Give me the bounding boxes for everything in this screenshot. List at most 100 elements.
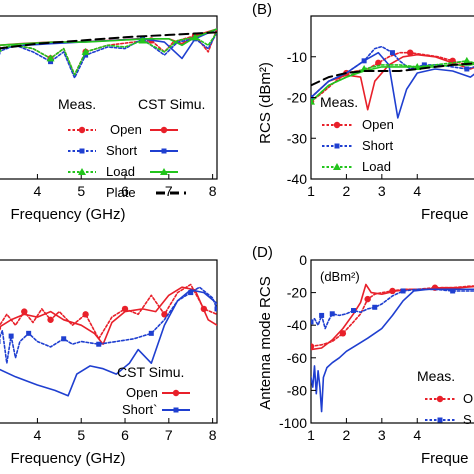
panel-b-y-tick-label: -40 [287,171,307,187]
panel-b-legend-label-short: Short [362,138,393,153]
panel-c-short-meas-point [0,339,1,344]
panel-a-marks [0,28,217,79]
panel-d-short-meas-point [351,308,356,314]
panel-d-legend-short-marker [437,417,443,423]
panel-c-open-meas-point [82,311,89,318]
panel-d-y-tick-label: 0 [299,252,307,268]
panel-c-open-meas-point [121,305,129,313]
panel-c-legend-short-marker [173,407,179,413]
panel-b-load-meas-point [462,56,471,64]
panel-a-legend-label-open: Open [110,122,142,137]
panel-a-legend-swatches [68,126,186,195]
panel-b-y-ticks: -40 -30 -20 -10 [287,49,316,187]
panel-d-short-meas-point [400,288,406,294]
panel-b-legend-open-marker [333,121,341,129]
panel-b-legend-label-open: Open [362,117,394,132]
panel-c-legend-label-short: Short` [122,402,157,417]
panel-c-series-open-meas-line [0,283,217,340]
panel-c-short-meas-point [96,341,102,347]
panel-a-legend-sim-header: CST Simu. [138,96,205,112]
panel-a-legend-short-meas-marker [79,148,85,154]
panel-d-open-meas-point [364,295,371,303]
panel-b-y-tick-label: -20 [287,90,307,106]
panel-c-open-meas-point [47,316,54,323]
panel-d-label: (D) [252,244,273,261]
panel-a-x-tick-label: 7 [165,183,173,199]
panel-d-y-tick-label: -20 [287,285,307,301]
panel-d-x-tick-label: 3 [378,427,386,443]
panel-b-marks [311,45,474,119]
panel-a-x-tick-label: 5 [77,183,85,199]
panel-d-marks [311,283,474,413]
panel-d-legend-swatches [425,395,455,423]
panel-b-y-tick-label: -30 [287,130,307,146]
panel-d-x-tick-label: 4 [413,427,421,443]
panel-b-x-tick-label: 2 [343,183,351,199]
panel-b-x-ticks: 1 2 3 4 [307,174,421,199]
panel-c-open-meas-point [21,308,28,315]
panel-b-legend-short-marker [334,143,340,149]
panel-c-marks [0,283,217,397]
panel-d-series-short-meas-line [311,288,474,330]
panel-d-short-meas-point [372,304,378,310]
panel-d-legend-label-short: S [463,412,472,427]
panel-b-legend-load-marker [333,163,341,170]
panel-d-legend-meas-header: Meas. [417,368,455,384]
panel-c-short-meas-point [26,330,32,336]
panel-d-short-meas-point [319,312,325,318]
panel-d-y-tick-label: -100 [279,415,307,431]
panel-a-legend-open-sim-marker [160,126,168,134]
panel-b-open-meas-point [375,59,382,67]
panel-d-short-meas-point [311,319,314,325]
panel-a: 4 5 6 7 8 Frequency (GHz) Meas. CST Simu. Op… [0,15,218,223]
panel-a-legend-open-meas-marker [78,126,86,134]
panel-c-legend: CST Simu. Open Short` [117,364,190,417]
panel-c-x-tick-label: 4 [34,427,42,443]
panel-a-x-tick-label: 6 [121,183,129,199]
panel-d-short-meas-point [450,288,456,294]
panel-a-legend-load-sim-marker [160,168,168,175]
panel-c-short-meas-point [61,336,67,342]
panel-b-short-meas-point [421,62,427,68]
panel-d-short-meas-point [329,311,335,317]
panel-a-legend-label-short: Short [106,143,137,158]
panel-b-legend-meas-header: Meas. [320,94,358,110]
panel-c-legend-sim-header: CST Simu. [117,364,184,380]
panel-a-load-meas-point [138,36,147,44]
panel-b-legend-label-load: Load [362,159,391,174]
panel-d-x-tick-label: 1 [307,427,315,443]
panel-b-x-tick-label: 3 [378,183,386,199]
panel-a-legend-short-sim-marker [161,148,167,154]
panel-d-legend: Meas. O S [417,368,473,427]
panel-d-series-open-sim-line [311,283,474,351]
panel-c-series-short-meas-line [0,286,217,365]
panel-a-legend-load-meas-marker [78,168,86,175]
panel-d-open-meas-point [311,343,315,350]
panel-c-x-tick-label: 5 [77,427,85,443]
panel-b-series-open-meas-line [311,51,474,103]
panel-d-frame [310,259,474,424]
panel-b-open-meas-point [406,49,414,56]
panel-c-legend-open-marker [172,389,180,397]
panel-b-series-plate-plate-line [311,62,474,87]
panel-c-frame [0,259,218,424]
panel-a-x-axis-label: Frequency (GHz) [10,206,125,223]
panel-b-x-tick-label: 1 [307,183,315,199]
panel-b-short-meas-point [389,50,395,56]
panel-c-short-meas-point [148,330,154,336]
panel-d-x-tick-label: 2 [343,427,351,443]
panel-c-short-meas-point [214,306,217,312]
panel-b-x-tick-label: 4 [413,183,421,199]
panel-a-short-meas-point [0,49,1,55]
panel-b-legend: Meas. Open Short Load [320,94,394,174]
panel-c-x-ticks: 4 5 6 7 8 [34,418,217,443]
panel-a-frame [0,15,218,180]
panel-d-y-tick-label: -60 [287,350,307,366]
panel-c-legend-label-open: Open [126,385,158,400]
panel-a-x-ticks: 4 5 6 7 8 [34,174,217,199]
panel-a-legend-meas-header: Meas. [58,96,96,112]
panel-c-short-meas-point [8,333,14,339]
panel-a-series-plate-plate-line [0,31,217,50]
